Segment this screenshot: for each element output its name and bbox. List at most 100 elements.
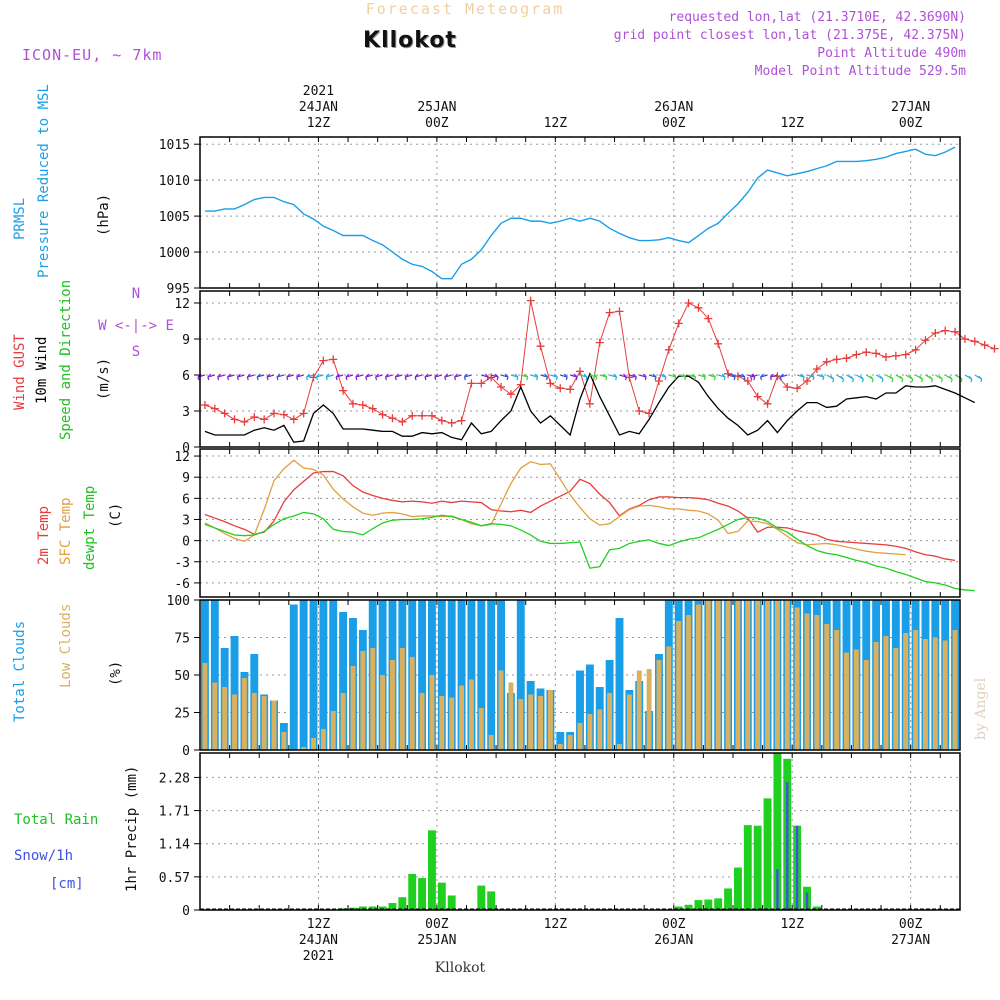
wind-direction-arrow xyxy=(915,374,924,383)
wind-direction-arrow xyxy=(935,374,943,383)
top-time-label: 2021 xyxy=(303,84,334,99)
low-cloud-bar xyxy=(380,675,386,750)
panel-frame xyxy=(199,599,961,751)
y-tick-label: 0 xyxy=(182,441,190,456)
low-cloud-bar xyxy=(784,600,790,750)
low-cloud-bar xyxy=(518,699,524,750)
low-cloud-bar xyxy=(607,693,613,750)
low-cloud-bar xyxy=(429,675,435,750)
wind-direction-arrow xyxy=(865,374,874,383)
top-time-label: 00Z xyxy=(662,116,686,131)
gust-marker xyxy=(210,404,219,413)
wind-direction-arrow xyxy=(384,373,393,381)
snow-bar xyxy=(776,869,779,910)
top-time-label: 25JAN xyxy=(417,100,456,115)
wind-direction-arrow xyxy=(404,373,413,381)
low-cloud-bar xyxy=(903,633,909,750)
bottom-time-label: 12Z xyxy=(544,917,568,932)
gust-marker xyxy=(506,390,515,399)
low-cloud-bar xyxy=(459,685,465,750)
wind-direction-arrow xyxy=(668,373,677,381)
gust-marker xyxy=(862,348,871,357)
gust-marker xyxy=(447,419,456,427)
top-time-label: 24JAN xyxy=(299,100,338,115)
gust-marker xyxy=(220,409,229,418)
panel-frame xyxy=(199,290,961,448)
gust-marker xyxy=(348,399,357,408)
low-cloud-bar xyxy=(715,600,721,750)
low-cloud-bar xyxy=(409,657,415,750)
rain-bar xyxy=(694,900,703,910)
gust-marker xyxy=(339,386,348,395)
y-tick-label: 3 xyxy=(182,513,190,528)
bottom-time-label: 24JAN xyxy=(299,933,338,948)
model-label: ICON-EU, ~ 7km xyxy=(22,46,163,64)
wind-direction-arrow xyxy=(463,373,472,381)
gust-marker xyxy=(477,379,486,388)
panel-clouds: 0 25 50 75 100 xyxy=(167,594,960,759)
wind-axis-labels: Wind GUST 10m Wind Speed and Direction (m/s… xyxy=(12,280,174,440)
panel-frame xyxy=(199,752,961,911)
gust-marker xyxy=(388,414,397,423)
gust-marker xyxy=(960,335,969,343)
low-cloud-bar xyxy=(755,600,761,750)
rain-bar xyxy=(418,878,427,910)
low-cloud-bar xyxy=(922,639,928,750)
label-total-rain: Total Rain xyxy=(14,812,98,828)
low-cloud-bar xyxy=(390,660,395,750)
footer-location: Kllokot xyxy=(435,960,486,976)
low-cloud-bar xyxy=(241,678,247,750)
gust-marker xyxy=(852,350,861,359)
y-tick-label: -3 xyxy=(174,556,190,571)
panel-temperature: -6 -3 0 3 6 9 12 xyxy=(174,449,975,597)
wind-direction-arrow xyxy=(925,374,934,383)
gust-marker xyxy=(576,367,584,376)
low-cloud-bar xyxy=(557,744,563,750)
gust-marker xyxy=(526,296,535,305)
ylabel-low-clouds: Low Clouds xyxy=(58,604,74,688)
wind-direction-arrow xyxy=(490,373,499,381)
gust-marker xyxy=(941,326,950,335)
wind-direction-arrow xyxy=(836,374,845,383)
low-cloud-bar xyxy=(656,660,662,750)
wind-direction-arrow xyxy=(276,373,285,381)
y-tick-label: 100 xyxy=(167,594,190,609)
gust-marker xyxy=(536,342,545,351)
gust-marker xyxy=(200,401,209,409)
wind-direction-arrow xyxy=(698,373,707,381)
rain-bar xyxy=(704,899,713,910)
wind-direction-arrow xyxy=(759,373,768,381)
rain-bar xyxy=(743,825,752,910)
total-cloud-bar xyxy=(576,670,584,750)
low-cloud-bar xyxy=(281,732,287,750)
wind-direction-arrow xyxy=(885,374,894,383)
ylabel-2m-temp: 2m Temp xyxy=(36,506,52,565)
gust-marker xyxy=(664,345,673,354)
y-tick-label: 9 xyxy=(182,333,190,348)
gust-marker xyxy=(654,377,663,385)
pressure-axis-labels: PRMSL Pressure Reduced to MSL (hPa) xyxy=(12,84,112,278)
panel-wind: 0 3 6 9 12 xyxy=(174,291,999,456)
gust-marker xyxy=(970,337,979,346)
gust-marker xyxy=(724,369,733,378)
low-cloud-bar xyxy=(765,600,770,750)
wind-direction-arrow xyxy=(510,373,519,381)
wind-direction-arrow xyxy=(629,373,637,381)
y-tick-label: 2.28 xyxy=(159,771,190,786)
watermark: by Angel xyxy=(973,677,989,740)
bottom-time-label: 12Z xyxy=(307,917,331,932)
gust-marker xyxy=(694,303,703,312)
total-cloud-bar xyxy=(467,600,476,750)
wind-direction-arrow xyxy=(737,373,746,381)
low-cloud-bar xyxy=(261,696,267,750)
ylabel-10m-wind: 10m Wind xyxy=(34,337,50,404)
ylabel-total-clouds: Total Clouds xyxy=(12,621,28,722)
wind-direction-arrow xyxy=(394,373,403,381)
location-title: Kllokot xyxy=(363,28,457,53)
wind-direction-arrow xyxy=(481,373,489,381)
low-cloud-bar xyxy=(311,738,316,750)
gust-marker xyxy=(230,415,239,424)
low-cloud-bar xyxy=(360,651,366,750)
gust-marker xyxy=(546,379,555,388)
